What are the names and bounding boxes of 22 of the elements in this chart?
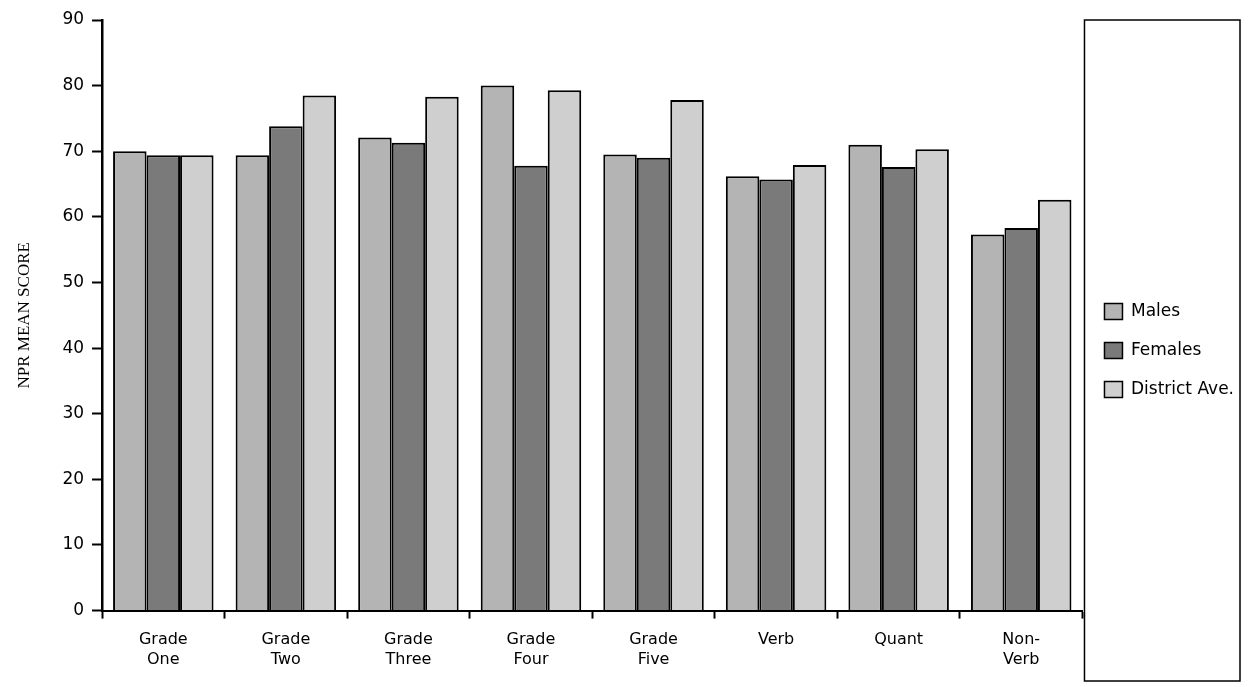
y-tick-label: 70	[62, 139, 85, 160]
y-tick-label: 40	[62, 336, 85, 357]
y-tick-label: 50	[62, 270, 85, 291]
y-tick-label: 80	[62, 74, 85, 95]
x-tick-label: Verb	[757, 629, 795, 649]
x-tick-label: Grade One	[138, 629, 188, 668]
x-tick-label: Quant	[874, 629, 924, 649]
x-tick-label: Grade Two	[261, 629, 311, 668]
legend-label: Females	[1130, 338, 1202, 359]
x-tick-label: Grade Four	[506, 629, 556, 668]
y-tick-label: 90	[62, 8, 85, 29]
legend-label: District Ave.	[1130, 377, 1235, 398]
x-tick-label: Grade Five	[629, 629, 678, 668]
x-tick-label: Non-Verb	[1002, 629, 1041, 668]
y-axis-title: NPR MEAN SCORE	[13, 242, 33, 389]
y-tick-label: 60	[62, 205, 85, 226]
x-tick-label: Grade Three	[384, 629, 433, 668]
y-tick-label: 10	[62, 533, 85, 554]
y-tick-label: 0	[73, 599, 85, 620]
y-tick-label: 30	[62, 402, 85, 423]
legend-label: Males	[1130, 299, 1181, 320]
y-tick-label: 20	[62, 467, 85, 488]
